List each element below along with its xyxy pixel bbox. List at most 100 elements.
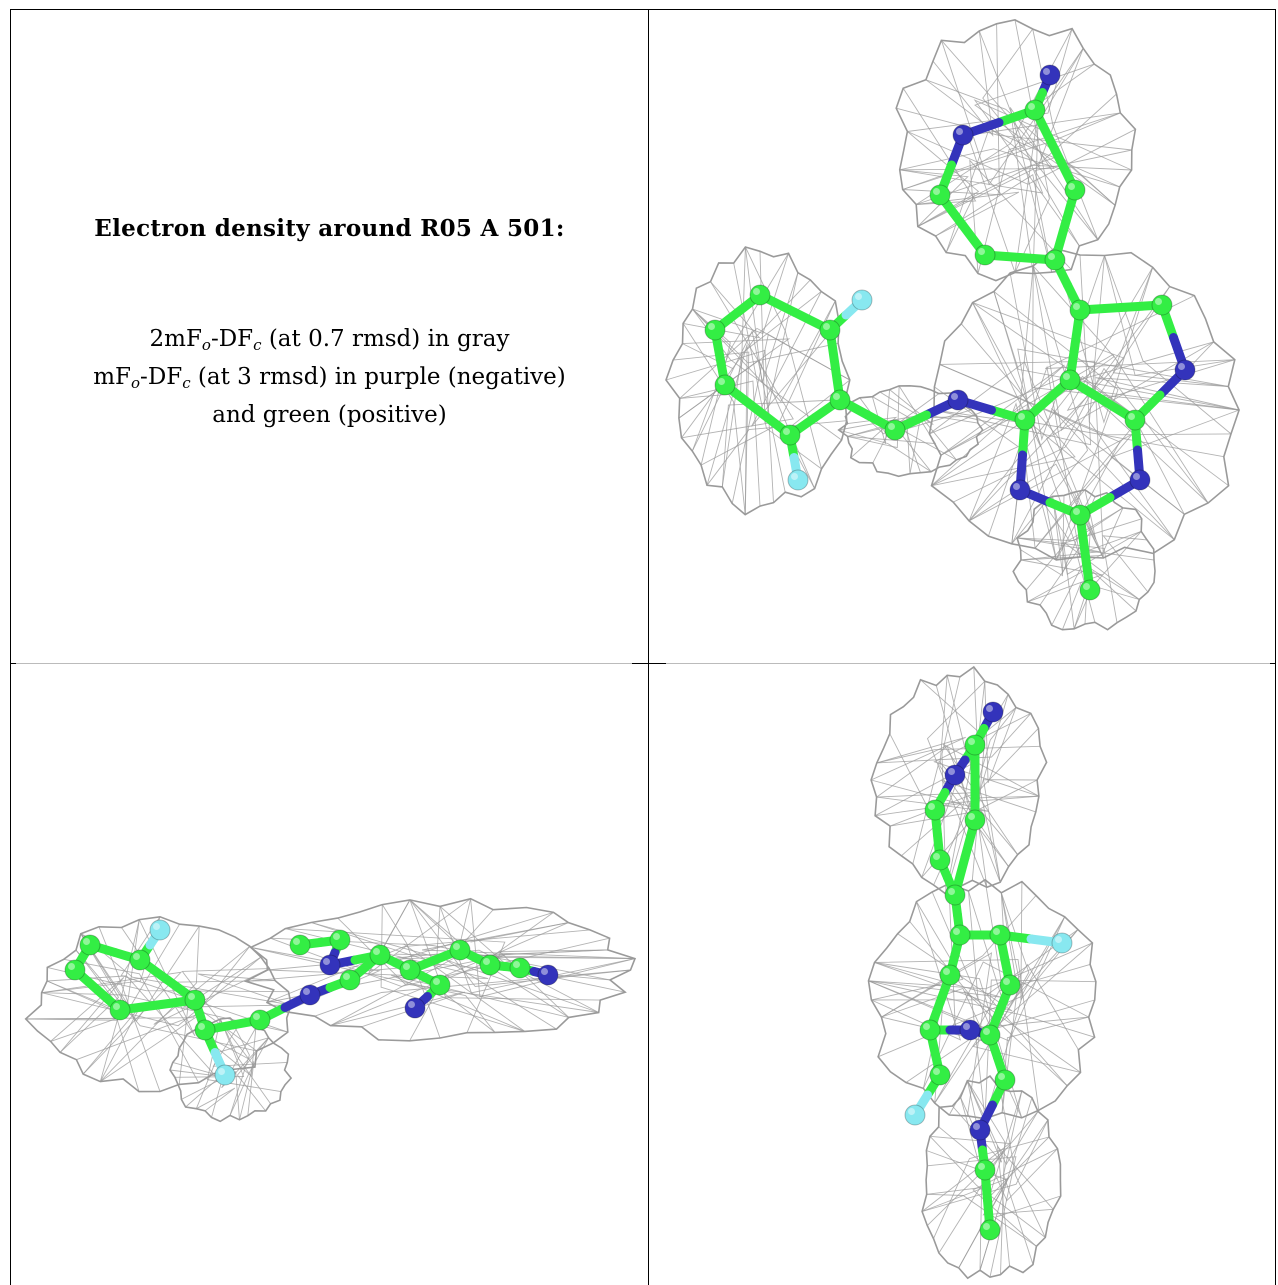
atom-highlight [933, 1068, 940, 1075]
atom-highlight [978, 248, 985, 255]
carbon-atom [64, 959, 86, 981]
carbon-atom [449, 939, 471, 961]
atom-highlight [1068, 183, 1075, 190]
fluorine-atom [1051, 932, 1073, 954]
atom-highlight [963, 1023, 970, 1030]
atom-highlight [948, 888, 955, 895]
nitrogen-atom [969, 1119, 991, 1141]
carbon-atom [1124, 409, 1146, 431]
atoms [64, 919, 559, 1086]
carbon-atom [479, 954, 501, 976]
atom-highlight [1013, 483, 1020, 490]
carbon-atom [829, 389, 851, 411]
nitrogen-atom [952, 124, 974, 146]
atom-highlight [1055, 936, 1062, 943]
atom-highlight [113, 1003, 120, 1010]
carbon-atom [1014, 409, 1036, 431]
carbon-atom [329, 929, 351, 951]
atom-highlight [1178, 363, 1185, 370]
grid-tick-left [10, 663, 16, 664]
carbon-atom [924, 799, 946, 821]
carbon-atom [944, 884, 966, 906]
carbon-atom [979, 1219, 1001, 1241]
nitrogen-atom [982, 701, 1004, 723]
nitrogen-atom [1174, 359, 1196, 381]
atom-highlight [198, 1023, 205, 1030]
carbon-atom [1151, 294, 1173, 316]
carbon-atom [249, 1009, 271, 1031]
fluorine-atom [214, 1064, 236, 1086]
atom-highlight [753, 288, 760, 295]
atom-highlight [833, 393, 840, 400]
atom-highlight [823, 323, 830, 330]
caption-line-gray: 2mFo-DFc (at 0.7 rmsd) in gray [149, 326, 510, 354]
carbon-atom [974, 244, 996, 266]
carbon-atom [1079, 579, 1101, 601]
atom-highlight [968, 813, 975, 820]
density-mesh [665, 19, 1240, 631]
carbon-atom [1064, 179, 1086, 201]
nitrogen-atom [299, 984, 321, 1006]
atom-highlight [408, 1001, 415, 1008]
atom-highlight [133, 953, 140, 960]
atom-highlight [923, 1023, 930, 1030]
carbon-atom [509, 957, 531, 979]
atom-highlight [373, 948, 380, 955]
atom-highlight [986, 705, 993, 712]
atom-highlight [83, 938, 90, 945]
atom-highlight [1073, 303, 1080, 310]
carbon-atom [949, 924, 971, 946]
carbon-atom [1069, 299, 1091, 321]
nitrogen-atom [959, 1019, 981, 1041]
atom-highlight [1048, 253, 1055, 260]
figure-frame [10, 9, 1276, 1285]
density-mesh [867, 665, 1097, 1280]
carbon-atom [79, 934, 101, 956]
molecule-view-bottom-left [24, 897, 637, 1123]
nitrogen-atom [944, 764, 966, 786]
atom-highlight [718, 378, 725, 385]
carbon-atom [989, 924, 1011, 946]
atom-highlight [1028, 103, 1035, 110]
carbon-atom [964, 734, 986, 756]
nitrogen-atom [537, 964, 559, 986]
carbon-atom [974, 1159, 996, 1181]
atom-highlight [928, 803, 935, 810]
atom-highlight [343, 973, 350, 980]
atom-highlight [908, 1108, 915, 1115]
carbon-atom [289, 934, 311, 956]
atom-highlight [993, 928, 1000, 935]
nitrogen-atom [319, 954, 341, 976]
atom-highlight [1003, 978, 1010, 985]
carbon-atom [194, 1019, 216, 1041]
atom-highlight [541, 968, 548, 975]
atom-highlight [708, 323, 715, 330]
carbon-atom [919, 1019, 941, 1041]
fluorine-atom [904, 1104, 926, 1126]
atom-highlight [951, 393, 958, 400]
atom-highlight [978, 1163, 985, 1170]
atom-highlight [1083, 583, 1090, 590]
atom-highlight [153, 923, 160, 930]
nitrogen-atom [1009, 479, 1031, 501]
atom-highlight [433, 978, 440, 985]
grid-tick-right [1270, 663, 1276, 664]
atom-highlight [983, 1223, 990, 1230]
atom-highlight [948, 768, 955, 775]
atom-highlight [403, 963, 410, 970]
atom-highlight [783, 428, 790, 435]
carbon-atom [929, 1064, 951, 1086]
atom-highlight [333, 933, 340, 940]
atom-highlight [956, 128, 963, 135]
atom-highlight [293, 938, 300, 945]
atom-highlight [1128, 413, 1135, 420]
carbon-atom [129, 949, 151, 971]
atom-highlight [1133, 473, 1140, 480]
carbon-atom [184, 989, 206, 1011]
carbon-atom [714, 374, 736, 396]
carbon-atom [704, 319, 726, 341]
atom-highlight [513, 961, 520, 968]
atom-highlight [943, 968, 950, 975]
atom-highlight [453, 943, 460, 950]
grid-divider-vertical [648, 9, 649, 1285]
